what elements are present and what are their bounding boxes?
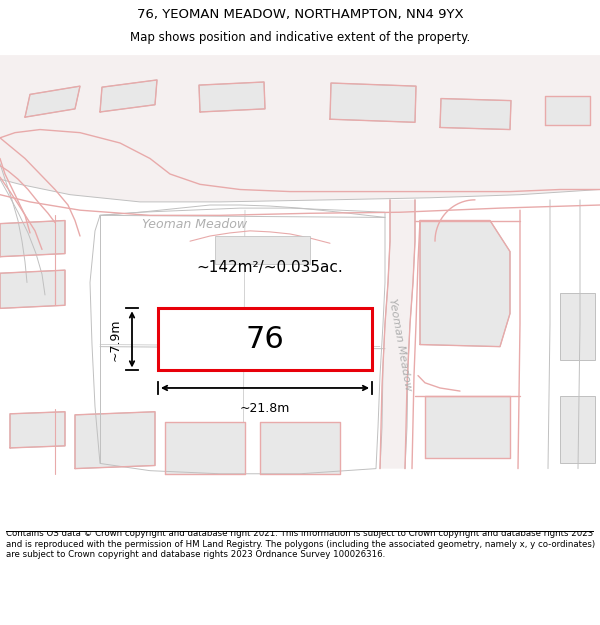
Polygon shape — [560, 396, 595, 463]
Text: Map shows position and indicative extent of the property.: Map shows position and indicative extent… — [130, 31, 470, 44]
Polygon shape — [545, 96, 590, 126]
Polygon shape — [100, 80, 157, 112]
Polygon shape — [10, 412, 65, 448]
Text: ~142m²/~0.035ac.: ~142m²/~0.035ac. — [197, 259, 343, 274]
Polygon shape — [215, 236, 310, 264]
Polygon shape — [0, 221, 65, 257]
Polygon shape — [440, 99, 511, 129]
Polygon shape — [560, 293, 595, 360]
Polygon shape — [260, 422, 340, 474]
Polygon shape — [425, 396, 510, 458]
Polygon shape — [0, 55, 600, 531]
Text: 76, YEOMAN MEADOW, NORTHAMPTON, NN4 9YX: 76, YEOMAN MEADOW, NORTHAMPTON, NN4 9YX — [137, 8, 463, 21]
Polygon shape — [380, 200, 415, 469]
Text: 76: 76 — [245, 325, 284, 354]
Text: Yeoman Meadow: Yeoman Meadow — [387, 298, 413, 392]
Bar — [158, 308, 372, 371]
Polygon shape — [199, 82, 265, 112]
Text: ~7.9m: ~7.9m — [109, 318, 122, 361]
Polygon shape — [165, 422, 245, 474]
Text: Contains OS data © Crown copyright and database right 2021. This information is : Contains OS data © Crown copyright and d… — [6, 529, 595, 559]
Text: ~21.8m: ~21.8m — [240, 402, 290, 416]
Polygon shape — [0, 55, 600, 202]
Polygon shape — [0, 270, 65, 308]
Polygon shape — [330, 83, 416, 122]
Polygon shape — [420, 221, 510, 347]
Polygon shape — [25, 86, 80, 117]
Text: Yeoman Meadow: Yeoman Meadow — [142, 218, 248, 231]
Polygon shape — [75, 412, 155, 469]
